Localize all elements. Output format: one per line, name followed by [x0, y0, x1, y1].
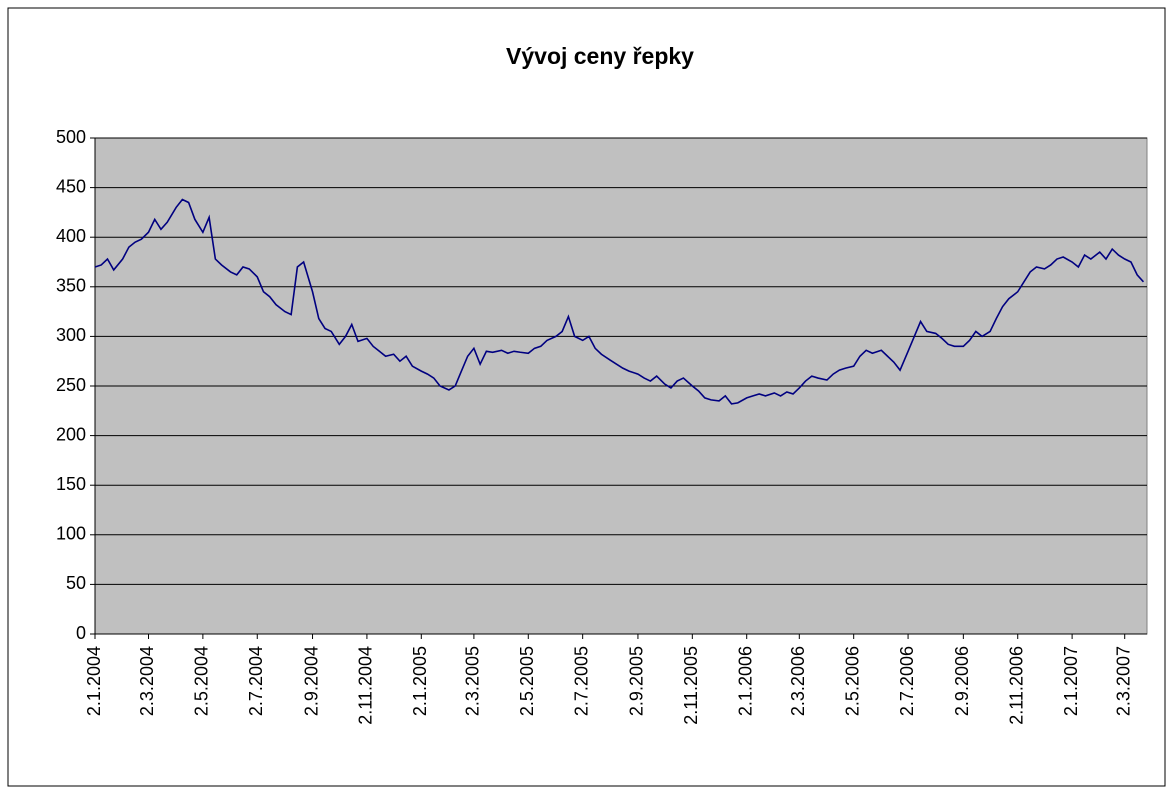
price-line [94, 198, 1145, 405]
x-tick-label: 2.11.2004 [356, 646, 376, 725]
x-tick-label: 2.5.2004 [192, 646, 212, 716]
y-tick-label: 0 [76, 623, 86, 643]
x-tick-label: 2.11.2006 [1006, 646, 1026, 725]
x-tick-label: 2.7.2005 [571, 646, 591, 716]
y-tick-label: 450 [56, 176, 86, 196]
x-tick-label: 2.5.2005 [517, 646, 537, 716]
chart-title: Vývoj ceny řepky [506, 43, 694, 69]
x-tick-label: 2.1.2007 [1061, 646, 1081, 716]
x-tick-label: 2.3.2005 [463, 646, 483, 716]
x-tick-label: 2.3.2007 [1113, 646, 1133, 716]
x-tick-label: 2.1.2004 [84, 646, 104, 716]
y-tick-label: 400 [56, 226, 86, 246]
y-tick-label: 250 [56, 375, 86, 395]
x-tick-label: 2.9.2006 [952, 646, 972, 716]
x-tick-label: 2.7.2004 [246, 646, 266, 716]
x-tick-label: 2.11.2005 [681, 646, 701, 725]
y-tick-label: 100 [56, 524, 86, 544]
y-tick-label: 150 [56, 474, 86, 494]
y-tick-label: 500 [56, 127, 86, 147]
y-tick-label: 50 [66, 573, 86, 593]
x-tick-label: 2.3.2006 [788, 646, 808, 716]
y-tick-label: 300 [56, 325, 86, 345]
x-tick-label: 2.5.2006 [842, 646, 862, 716]
y-tick-label: 350 [56, 276, 86, 296]
x-tick-label: 2.7.2006 [897, 646, 917, 716]
x-tick-label: 2.1.2006 [735, 646, 755, 716]
y-tick-label: 200 [56, 424, 86, 444]
x-tick-label: 2.9.2004 [301, 646, 321, 716]
x-tick-label: 2.1.2005 [410, 646, 430, 716]
x-tick-label: 2.9.2005 [627, 646, 647, 716]
x-tick-label: 2.3.2004 [137, 646, 157, 716]
